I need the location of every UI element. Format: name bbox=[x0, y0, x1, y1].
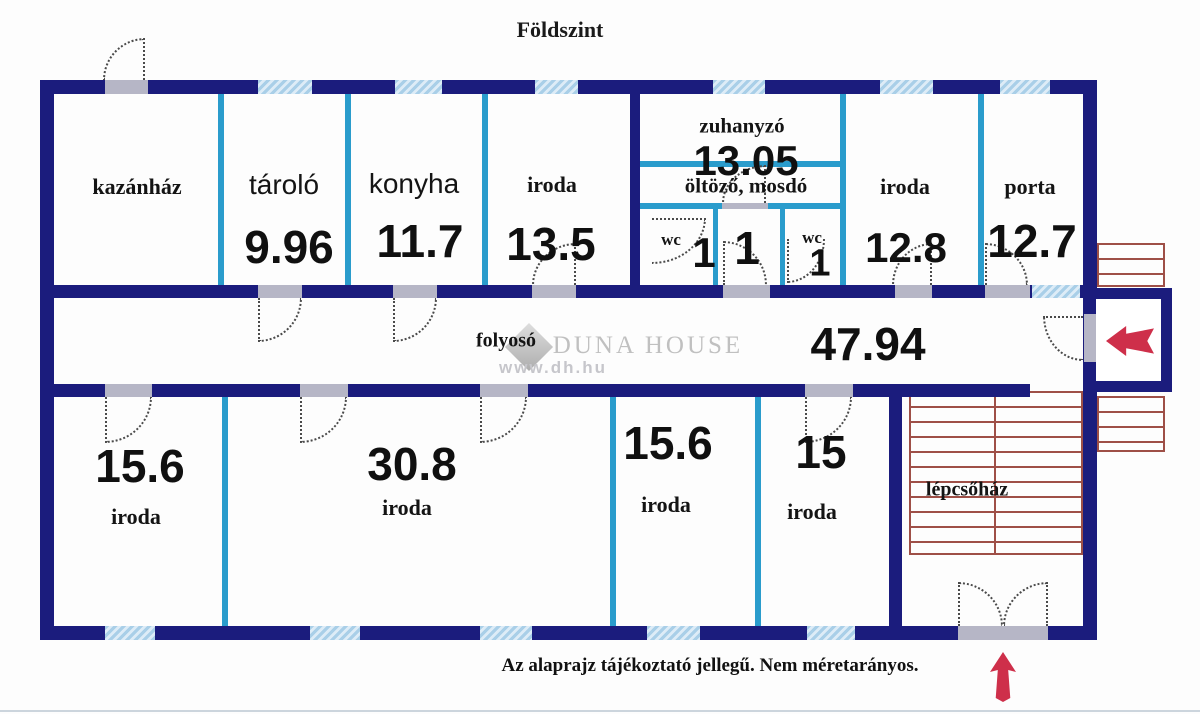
room-area-iroda-15: 15 bbox=[795, 426, 847, 478]
window bbox=[310, 626, 360, 640]
room-label-iroda-15: iroda bbox=[787, 499, 837, 524]
wall-partition bbox=[889, 397, 902, 626]
door-swing-arc bbox=[105, 397, 152, 443]
wall-outer-bottom bbox=[40, 626, 1097, 640]
room-label-iroda-15-6-b: iroda bbox=[641, 492, 691, 517]
window bbox=[1000, 80, 1050, 94]
wall-partition bbox=[640, 161, 840, 167]
window bbox=[535, 80, 578, 94]
window bbox=[395, 80, 442, 94]
room-area-wc-left: 1 bbox=[692, 229, 716, 276]
window bbox=[105, 626, 155, 640]
door-swing-arc bbox=[1043, 316, 1083, 361]
room-area-konyha: 11.7 bbox=[376, 215, 464, 267]
double-door-swing-arc bbox=[958, 582, 1003, 626]
wall-partition bbox=[345, 94, 351, 285]
room-area-wc-middle: 1 bbox=[734, 222, 760, 274]
stairs-divider bbox=[994, 391, 996, 555]
door-opening bbox=[895, 285, 932, 298]
double-door-swing-arc bbox=[1003, 582, 1048, 626]
room-label-kazanhaz: kazánház bbox=[92, 174, 182, 199]
window bbox=[1032, 285, 1080, 298]
room-area-iroda-30-8: 30.8 bbox=[367, 438, 457, 490]
wall-corridor-bottom bbox=[54, 384, 1030, 397]
door-opening bbox=[722, 203, 768, 209]
door-opening bbox=[532, 285, 576, 298]
window bbox=[713, 80, 765, 94]
wall-partition bbox=[840, 94, 846, 285]
wall-partition bbox=[482, 94, 488, 285]
watermark-brand: DUNA HOUSE bbox=[552, 332, 744, 359]
room-area-iroda-15-6-b: 15.6 bbox=[623, 417, 713, 469]
wall-partition bbox=[222, 397, 228, 626]
window bbox=[807, 626, 855, 640]
disclaimer-text: Az alaprajz tájékoztató jellegű. Nem mér… bbox=[501, 655, 919, 676]
door-swing-arc bbox=[480, 397, 527, 443]
door-opening bbox=[300, 384, 348, 397]
room-area-iroda-13-5: 13.5 bbox=[506, 218, 596, 270]
wall-partition bbox=[755, 397, 761, 626]
room-label-zuhanyzo: zuhanyzó bbox=[699, 113, 785, 138]
wall-partition bbox=[610, 397, 616, 626]
watermark-url: www.dh.hu bbox=[498, 358, 608, 377]
wall-partition bbox=[713, 209, 718, 285]
room-label-iroda-12-8: iroda bbox=[880, 174, 930, 199]
room-label-iroda-13-5: iroda bbox=[527, 172, 577, 197]
stairs bbox=[909, 391, 1083, 555]
wall-outer-left bbox=[40, 80, 54, 640]
room-label-lepcsohaz: lépcsőház bbox=[925, 478, 1009, 501]
door-opening bbox=[985, 285, 1030, 298]
door-opening bbox=[105, 384, 152, 397]
window bbox=[480, 626, 532, 640]
wall-partition bbox=[780, 209, 785, 285]
window bbox=[880, 80, 933, 94]
room-area-wc-right: 1 bbox=[809, 242, 831, 285]
room-area-porta: 12.7 bbox=[987, 215, 1077, 267]
window bbox=[258, 80, 312, 94]
room-label-folyoso: folyosó bbox=[476, 329, 536, 352]
door-opening bbox=[105, 80, 148, 94]
door-opening bbox=[958, 626, 1048, 640]
wall-partition bbox=[630, 94, 640, 285]
room-label-wc-left: wc bbox=[661, 230, 681, 249]
room-label-konyha: konyha bbox=[368, 168, 460, 199]
room-label-iroda-15-6-a: iroda bbox=[111, 504, 161, 529]
door-opening bbox=[805, 384, 853, 397]
wall-partition bbox=[218, 94, 224, 285]
door-opening bbox=[480, 384, 528, 397]
door-swing-arc bbox=[103, 38, 145, 80]
door-swing-arc bbox=[300, 397, 347, 443]
door-opening bbox=[393, 285, 437, 298]
page-title: Földszint bbox=[516, 17, 604, 42]
room-label-oltozo: öltöző, mosdó bbox=[684, 173, 808, 198]
window bbox=[647, 626, 700, 640]
room-label-wc-right: wc bbox=[802, 228, 822, 247]
room-label-tarolo: tároló bbox=[248, 169, 320, 200]
room-label-porta: porta bbox=[1004, 174, 1056, 199]
door-swing-arc bbox=[258, 298, 302, 342]
entrance-arrow-up-icon bbox=[990, 652, 1016, 702]
door-swing-arc bbox=[393, 298, 437, 342]
room-area-iroda-12-8: 12.8 bbox=[865, 224, 947, 271]
room-label-iroda-30-8: iroda bbox=[382, 495, 432, 520]
room-area-folyoso: 47.94 bbox=[810, 318, 926, 370]
image-bottom-edge bbox=[0, 710, 1200, 712]
room-area-tarolo: 9.96 bbox=[244, 221, 334, 273]
door-opening bbox=[1084, 314, 1096, 362]
room-area-zuhanyzo: 13.05 bbox=[693, 137, 799, 184]
door-opening bbox=[258, 285, 302, 298]
door-opening bbox=[723, 285, 770, 298]
exterior-stairs bbox=[1097, 396, 1165, 452]
wall-partition bbox=[978, 94, 984, 285]
exterior-stairs bbox=[1097, 243, 1165, 287]
room-area-iroda-15-6-a: 15.6 bbox=[95, 440, 185, 492]
